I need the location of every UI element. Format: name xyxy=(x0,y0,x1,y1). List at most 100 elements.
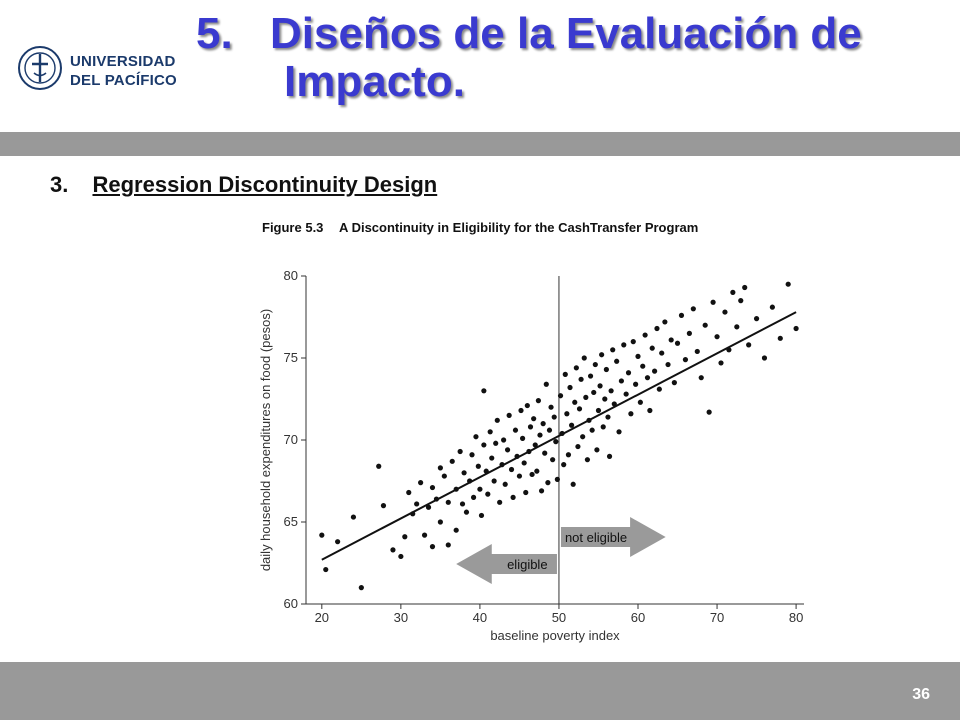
data-point xyxy=(738,298,744,304)
data-point xyxy=(519,435,526,441)
data-point xyxy=(730,289,736,295)
eligible-arrow-label: eligible xyxy=(507,557,547,572)
data-point xyxy=(470,494,477,500)
logo-text-line1: UNIVERSIDAD xyxy=(70,53,176,70)
data-point xyxy=(390,547,396,553)
data-point xyxy=(445,542,451,548)
data-point xyxy=(606,453,613,459)
data-point xyxy=(518,407,524,414)
data-point xyxy=(506,412,512,418)
data-point xyxy=(475,463,481,469)
data-point xyxy=(628,411,634,417)
data-point xyxy=(463,509,470,515)
data-point xyxy=(690,306,696,312)
section-number: 3. xyxy=(50,172,69,197)
data-point xyxy=(637,399,643,405)
data-point xyxy=(753,316,760,322)
x-tick-label: 40 xyxy=(473,610,487,625)
data-point xyxy=(640,363,646,369)
data-point xyxy=(478,512,485,519)
data-point xyxy=(562,371,568,377)
data-point xyxy=(421,532,428,538)
data-point xyxy=(583,394,589,400)
data-point xyxy=(546,427,553,433)
section-heading-text: Regression Discontinuity Design xyxy=(92,172,438,197)
data-point xyxy=(461,470,467,476)
x-tick-label: 30 xyxy=(394,610,408,625)
data-point xyxy=(616,429,622,435)
data-point xyxy=(489,455,495,461)
data-point xyxy=(635,353,641,359)
data-point xyxy=(599,352,605,358)
data-point xyxy=(481,442,487,448)
data-point xyxy=(524,402,530,409)
x-tick-label: 60 xyxy=(631,610,645,625)
data-point xyxy=(580,434,586,440)
data-point xyxy=(702,322,708,328)
y-tick-label: 65 xyxy=(284,514,298,529)
data-point xyxy=(493,440,499,446)
data-point xyxy=(449,458,455,464)
data-point xyxy=(527,424,534,430)
data-point xyxy=(769,304,775,310)
data-point xyxy=(592,361,598,368)
data-point xyxy=(565,452,572,458)
x-tick-label: 70 xyxy=(710,610,724,625)
data-point xyxy=(652,368,658,374)
data-point xyxy=(623,391,629,397)
not-eligible-arrow-label: not eligible xyxy=(565,530,627,545)
data-point xyxy=(481,388,487,394)
data-point xyxy=(441,473,447,479)
data-point xyxy=(532,442,538,448)
data-point xyxy=(501,437,507,443)
data-point xyxy=(429,544,436,550)
data-point xyxy=(710,299,716,305)
data-point xyxy=(487,429,493,435)
figure-caption: Figure 5.3 A Discontinuity in Eligibilit… xyxy=(262,220,698,235)
data-point xyxy=(537,432,543,438)
y-tick-label: 60 xyxy=(284,596,298,611)
data-point xyxy=(557,393,564,399)
data-point xyxy=(323,566,329,573)
data-point xyxy=(722,309,728,315)
data-point xyxy=(425,504,432,510)
data-point xyxy=(714,334,720,340)
data-point xyxy=(402,534,408,540)
data-point xyxy=(469,452,475,458)
data-point xyxy=(594,447,600,453)
data-point xyxy=(459,501,466,507)
header-divider-bar xyxy=(0,132,960,156)
data-point xyxy=(584,457,591,463)
data-point xyxy=(418,480,424,486)
data-point xyxy=(564,411,570,417)
data-point xyxy=(597,383,603,389)
y-tick-label: 80 xyxy=(284,268,298,283)
data-point xyxy=(538,488,545,494)
data-point xyxy=(656,386,662,392)
data-point xyxy=(605,414,611,420)
footer-bar: 36 xyxy=(0,662,960,720)
data-point xyxy=(414,501,420,507)
x-axis-label: baseline poverty index xyxy=(490,628,620,643)
data-point xyxy=(665,361,671,368)
data-point xyxy=(603,366,609,373)
data-point xyxy=(610,347,616,353)
data-point xyxy=(600,424,606,430)
data-point xyxy=(319,532,325,538)
not-eligible-arrow xyxy=(560,517,666,557)
data-point xyxy=(510,494,516,500)
data-point xyxy=(540,421,546,427)
data-point xyxy=(531,416,537,422)
data-point xyxy=(380,503,387,509)
data-point xyxy=(686,330,692,336)
data-point xyxy=(589,427,595,433)
figure-title: A Discontinuity in Eligibility for the C… xyxy=(339,220,699,235)
data-point xyxy=(785,281,791,287)
data-point xyxy=(671,380,677,386)
data-point xyxy=(551,414,557,420)
data-point xyxy=(570,481,576,487)
data-point xyxy=(742,284,748,291)
data-point xyxy=(694,348,700,355)
data-point xyxy=(654,325,660,332)
data-point xyxy=(682,357,689,363)
